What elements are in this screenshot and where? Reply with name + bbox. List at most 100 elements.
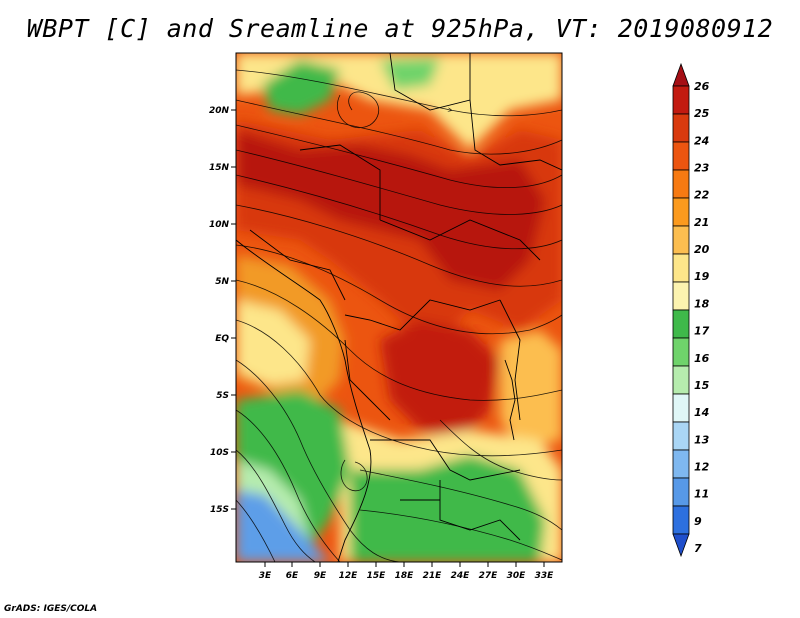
lat-label: 10S [210,448,229,458]
lon-label: 24E [451,571,471,581]
streamline [236,244,562,335]
colorbar-label: 24 [694,134,709,147]
lat-label: 15S [210,505,229,515]
border [344,339,391,421]
streamline [236,69,562,117]
streamline-vortex [337,91,380,128]
lon-label: 21E [423,571,443,581]
border [469,99,562,171]
border [439,480,521,541]
streamlines [236,69,562,562]
lat-label: 5N [215,277,229,287]
border [299,144,381,220]
lat-label: EQ [215,334,229,344]
colorbar-segment [672,393,690,423]
grads-credit: GrADS: IGES/COLA [4,604,98,614]
colorbar-labels: 26 25 24 23 22 21 20 19 18 17 16 15 14 13 12 11 9 7 [694,80,710,555]
lon-label: 15E [367,571,387,581]
colorbar-label: 15 [694,379,710,392]
field-east-mild [500,330,562,450]
colorbar-segment [672,141,690,171]
lat-label: 10N [209,220,230,230]
lake-outline [504,359,516,441]
map-title: WBPT [C] and Sreamline at 925hPa, VT: 20… [26,14,774,43]
lon-label: 12E [339,571,359,581]
lon-label: 33E [535,571,555,581]
lat-axis: 20N 15N 10N 5N EQ 5S 10S 15S [209,106,236,515]
colorbar-segment [672,421,690,451]
field-west-mild [236,300,310,385]
country-borders [236,53,562,562]
colorbar-segment [672,309,690,339]
streamline [236,204,562,287]
field-north-green [262,60,340,115]
colorbar-label: 17 [694,325,710,338]
colorbar-segments [672,62,690,558]
colorbar-segment [672,281,690,311]
streamline-vortex-south [340,459,368,492]
colorbar: 26 25 24 23 22 21 20 19 18 17 16 15 14 13 12 11 9 7 [672,62,710,558]
colorbar-label: 14 [694,406,709,419]
colorbar-label: 22 [694,189,710,202]
field-central-hot [380,320,500,440]
lon-axis: 3E 6E 9E 12E 15E 18E 21E 24E 27E 30E 33E [259,562,554,581]
colorbar-segment [672,169,690,199]
colorbar-label: 26 [694,80,710,93]
border [389,53,471,111]
streamline [236,359,401,562]
colorbar-label: 19 [694,270,710,283]
border [370,439,521,481]
lon-label: 6E [286,571,299,581]
streamline [236,319,562,457]
colorbar-segment [672,505,690,535]
border [249,229,346,301]
field-north-green-2 [380,58,440,90]
colorbar-label: 7 [694,542,702,555]
colorbar-segment [672,477,690,507]
colorbar-bottom-triangle [672,533,690,558]
colorbar-segment [672,449,690,479]
colorbar-label: 13 [694,433,710,446]
colorbar-label: 18 [694,297,710,310]
colorbar-label: 11 [694,488,709,501]
colorbar-segment [672,365,690,395]
streamline [359,469,562,531]
lat-label: 20N [209,106,230,116]
field-southwest-blue [236,490,330,562]
streamline [236,499,276,562]
streamline [236,174,562,250]
lon-label: 3E [259,571,272,581]
streamline [236,409,341,562]
lon-label: 9E [314,571,327,581]
temperature-field [236,53,562,562]
streamline [236,124,562,189]
colorbar-label: 20 [694,243,710,256]
lon-label: 27E [479,571,499,581]
colorbar-segment [672,113,690,143]
colorbar-label: 12 [694,460,710,473]
colorbar-segment [672,225,690,255]
colorbar-label: 25 [694,107,710,120]
lon-label: 18E [395,571,415,581]
streamline [236,99,562,155]
colorbar-label: 9 [694,515,702,528]
coastline [236,239,372,562]
colorbar-segment [672,253,690,283]
colorbar-segment [672,197,690,227]
border [499,299,521,421]
colorbar-top-triangle [672,62,690,87]
streamline [236,449,316,562]
colorbar-label: 23 [694,162,710,175]
streamline [359,509,562,561]
colorbar-segment [672,337,690,367]
streamline [439,419,562,481]
border [344,299,501,331]
map-frame [235,52,563,563]
lat-label: 5S [216,391,229,401]
field-southeast-green [350,455,545,562]
streamline [236,149,562,215]
streamline [236,279,562,401]
border [379,219,541,261]
lon-label: 30E [507,571,527,581]
